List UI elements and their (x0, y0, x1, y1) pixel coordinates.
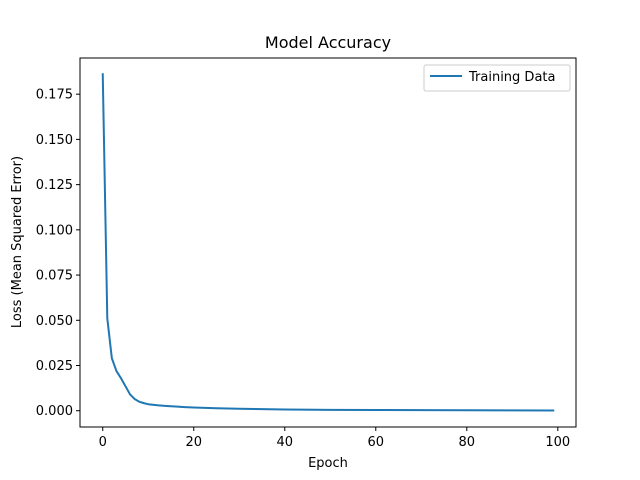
legend-box (423, 64, 571, 92)
x-tick-label: 20 (185, 435, 202, 450)
x-axis-ticks: 0 20 40 60 80 100 (99, 427, 570, 450)
x-tick-label: 80 (459, 435, 476, 450)
x-tick-label: 100 (545, 435, 570, 450)
y-tick-label: 0.150 (36, 133, 73, 148)
y-axis-label: Loss (Mean Squared Error) (10, 156, 25, 328)
y-tick-label: 0.125 (36, 178, 73, 193)
x-axis-label: Epoch (308, 456, 348, 471)
x-tick-label: 0 (99, 435, 107, 450)
y-tick-label: 0.025 (36, 359, 73, 374)
axes-frame (79, 57, 577, 428)
x-tick-label: 40 (276, 435, 293, 450)
y-tick-label: 0.100 (36, 223, 73, 238)
chart-title: Model Accuracy (265, 33, 391, 52)
y-tick-label: 0.075 (36, 269, 73, 284)
y-axis-ticks: 0.000 0.025 0.050 0.075 0.100 0.125 0.150 0.175 (36, 88, 80, 419)
series-line-training-data (101, 73, 555, 412)
legend: Training Data (423, 64, 571, 92)
y-tick-label: 0.050 (36, 314, 73, 329)
y-tick-label: 0.175 (36, 88, 73, 103)
series-layer (101, 73, 555, 412)
plot-area (79, 57, 577, 428)
y-tick-label: 0.000 (36, 404, 73, 419)
x-tick-label: 60 (368, 435, 385, 450)
legend-label-training-data: Training Data (468, 70, 555, 85)
